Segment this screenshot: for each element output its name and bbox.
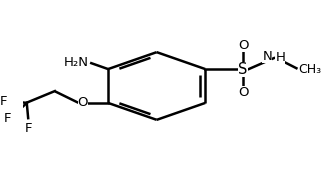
Text: H₂N: H₂N [64, 56, 89, 69]
Text: F: F [0, 95, 7, 108]
Text: S: S [238, 62, 248, 77]
Text: F: F [25, 122, 32, 135]
Text: O: O [238, 39, 248, 52]
Text: O: O [238, 86, 248, 99]
Text: O: O [78, 96, 88, 109]
Text: N: N [262, 50, 272, 63]
Text: CH₃: CH₃ [298, 63, 321, 76]
Text: F: F [4, 112, 11, 125]
Text: H: H [276, 51, 285, 64]
